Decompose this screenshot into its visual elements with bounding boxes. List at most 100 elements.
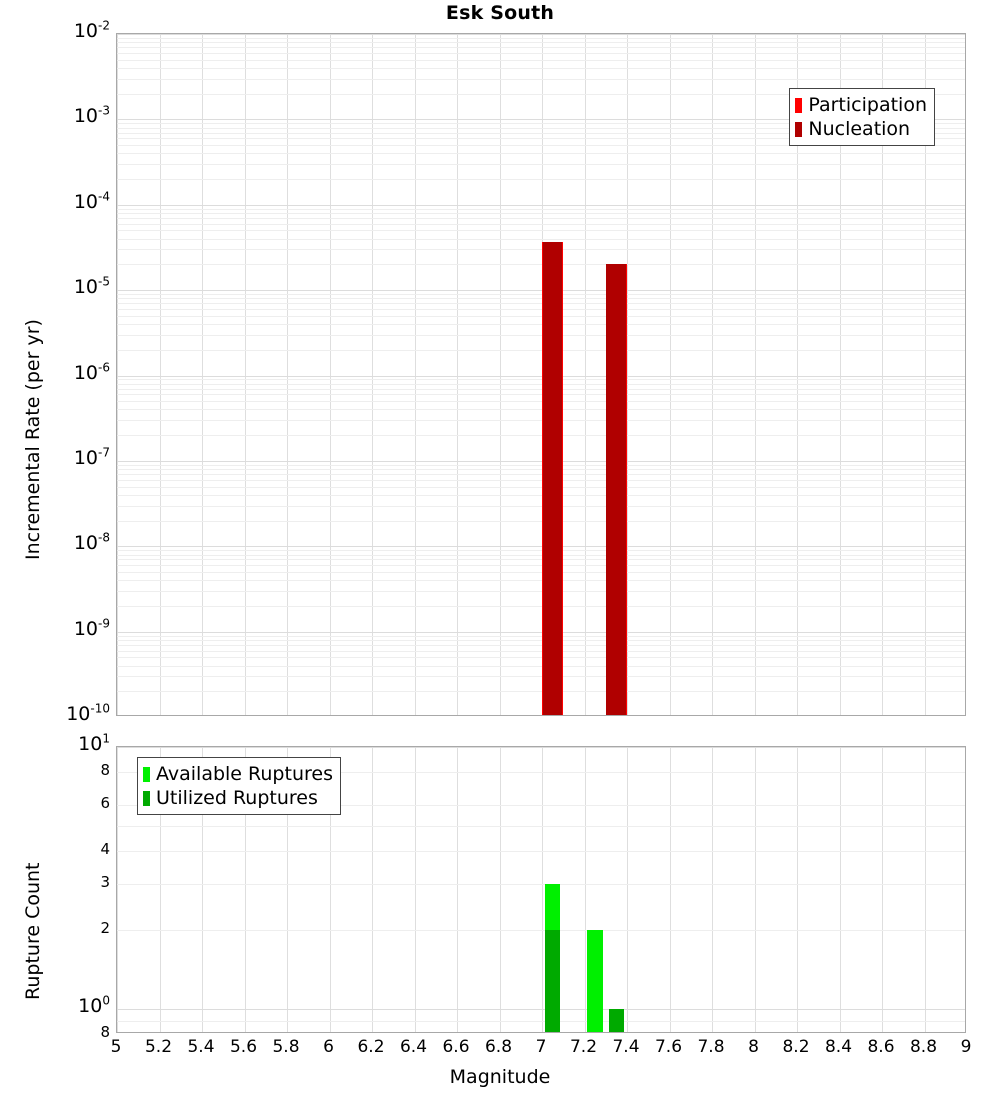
y-tick-label: 100 <box>78 993 110 1017</box>
gridline-vertical <box>372 34 373 715</box>
legend-label-available-ruptures: Available Ruptures <box>156 762 333 785</box>
gridline-vertical <box>669 34 671 715</box>
utilized-ruptures-swatch <box>143 790 150 806</box>
y-tick-label: 8 <box>100 761 110 780</box>
gridline-horizontal-major <box>117 204 965 206</box>
gridline-horizontal <box>117 1008 965 1010</box>
gridline-vertical <box>117 34 118 715</box>
gridline-horizontal-minor <box>117 379 965 381</box>
available-ruptures-swatch <box>143 766 150 782</box>
legend-label-participation: Participation <box>808 93 927 116</box>
gridline-vertical <box>882 34 883 715</box>
gridline-horizontal-minor <box>117 123 965 125</box>
nucleation-swatch <box>795 121 803 137</box>
gridline-horizontal-minor <box>117 665 965 667</box>
x-tick-label: 7.8 <box>697 1037 725 1057</box>
gridline-horizontal-minor <box>117 334 965 336</box>
gridline-horizontal-minor <box>117 494 965 496</box>
x-tick-label: 7 <box>535 1037 547 1057</box>
x-tick-label: 9 <box>960 1037 972 1057</box>
gridline-horizontal-minor <box>117 486 965 488</box>
x-tick-label: 8.4 <box>824 1037 853 1057</box>
gridline-horizontal-minor <box>117 208 965 210</box>
gridline-vertical <box>627 34 628 715</box>
x-tick-label: 6.6 <box>442 1037 470 1057</box>
gridline-vertical <box>924 34 926 715</box>
gridline-horizontal-minor <box>117 213 965 215</box>
gridline-horizontal-minor <box>117 164 965 166</box>
bar-nucleation <box>606 264 627 715</box>
upper-gridlines <box>117 34 965 715</box>
legend-item-participation[interactable]: Participation <box>795 93 927 117</box>
gridline-horizontal-minor <box>117 657 965 659</box>
lower-legend: Available Ruptures Utilized Ruptures <box>137 757 341 815</box>
gridline-vertical <box>244 747 246 1032</box>
gridline-horizontal-minor <box>117 401 965 403</box>
gridline-horizontal-minor <box>117 644 965 646</box>
x-tick-label: 5 <box>110 1037 122 1057</box>
gridline-vertical <box>712 747 713 1032</box>
gridline-horizontal-minor <box>117 93 965 95</box>
gridline-horizontal-minor <box>117 153 965 155</box>
gridline-horizontal-minor <box>117 650 965 652</box>
gridline-horizontal-minor <box>117 127 965 129</box>
x-axis-label: Magnitude <box>449 1066 551 1088</box>
y-tick-label: 2 <box>100 918 110 937</box>
gridline-horizontal-minor <box>117 179 965 181</box>
x-tick-label: 6 <box>323 1037 334 1057</box>
gridline-horizontal-minor <box>117 474 965 476</box>
gridline-vertical <box>117 747 118 1032</box>
x-tick-label: 8 <box>748 1037 759 1057</box>
gridline-horizontal-minor <box>117 324 965 326</box>
y-tick-label: 8 <box>100 1023 110 1041</box>
lower-gridlines <box>117 747 965 1032</box>
gridline-vertical <box>627 747 628 1032</box>
gridline-vertical <box>882 747 883 1032</box>
gridline-horizontal-minor <box>117 138 965 140</box>
gridline-horizontal-minor <box>117 505 965 507</box>
y-tick-label: 10-10 <box>66 701 110 725</box>
lower-y-axis-label: Rupture Count <box>22 862 44 1001</box>
y-tick-label: 10-6 <box>73 360 110 384</box>
gridline-horizontal-minor <box>117 388 965 390</box>
gridline-horizontal <box>117 805 965 807</box>
gridline-vertical <box>754 747 756 1032</box>
legend-item-utilized-ruptures[interactable]: Utilized Ruptures <box>143 786 333 810</box>
gridline-vertical <box>754 34 756 715</box>
bar-utilized-ruptures <box>544 929 561 1032</box>
gridline-horizontal-minor <box>117 309 965 311</box>
gridline-vertical <box>712 34 713 715</box>
upper-y-axis-ticks: 10-2 10-3 10-4 10-5 10-6 10-7 10-8 10-9 10-10 <box>0 0 110 760</box>
rupture-count-plot-area: Available Ruptures Utilized Ruptures <box>116 746 966 1033</box>
gridline-horizontal-minor <box>117 550 965 552</box>
gridline-horizontal-minor <box>117 59 965 61</box>
gridline-horizontal-major <box>117 375 965 377</box>
gridline-horizontal-minor <box>117 303 965 305</box>
x-tick-label: 5.8 <box>272 1037 300 1057</box>
gridline-horizontal-minor <box>117 67 965 69</box>
gridline-horizontal-minor <box>117 42 965 44</box>
y-tick-label: 6 <box>100 794 110 813</box>
legend-item-available-ruptures[interactable]: Available Ruptures <box>143 762 333 786</box>
gridline-vertical <box>414 747 416 1032</box>
gridline-horizontal <box>117 929 965 931</box>
gridline-horizontal-minor <box>117 571 965 573</box>
participation-swatch <box>795 97 803 113</box>
gridline-horizontal-minor <box>117 605 965 607</box>
gridline-horizontal-minor <box>117 298 965 300</box>
gridline-horizontal-minor <box>117 469 965 471</box>
gridline-horizontal-minor <box>117 691 965 693</box>
x-tick-label: 7.2 <box>569 1037 598 1057</box>
gridline-vertical <box>542 747 543 1032</box>
gridline-horizontal <box>117 825 965 827</box>
gridline-vertical <box>244 34 246 715</box>
gridline-horizontal-minor <box>117 349 965 351</box>
y-tick-label: 10-9 <box>73 616 110 640</box>
gridline-horizontal-minor <box>117 420 965 422</box>
y-tick-label: 10-4 <box>73 189 110 213</box>
upper-bars-layer <box>117 34 965 715</box>
page-title: Esk South <box>445 2 555 24</box>
gridline-horizontal-major <box>117 34 965 35</box>
gridline-vertical <box>329 34 331 715</box>
legend-item-nucleation[interactable]: Nucleation <box>795 117 927 141</box>
